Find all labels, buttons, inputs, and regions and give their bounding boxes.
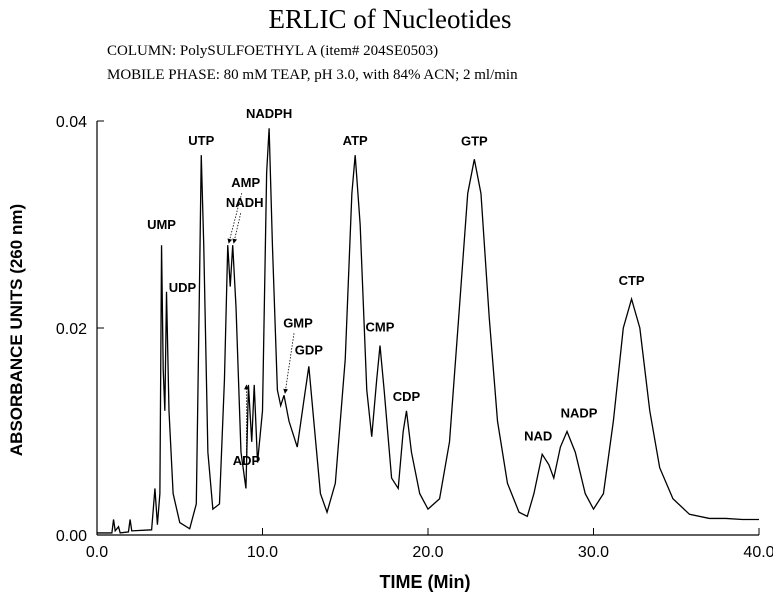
peak-label: NAD	[524, 428, 552, 443]
peak-label: CDP	[393, 389, 421, 404]
peak-label: UMP	[147, 217, 176, 232]
x-tick-label: 0.0	[86, 544, 108, 561]
peak-label: GMP	[283, 315, 313, 330]
peak-label: CMP	[366, 320, 395, 335]
x-tick-label: 20.0	[412, 544, 443, 561]
peak-label: CTP	[619, 273, 645, 288]
peak-label: UDP	[169, 280, 197, 295]
annotation-arrow	[283, 333, 295, 394]
y-axis-label: ABSORBANCE UNITS (260 nm)	[7, 204, 26, 456]
peak-label: NADPH	[246, 106, 292, 121]
subtitle: MOBILE PHASE: 80 mM TEAP, pH 3.0, with 8…	[107, 67, 518, 83]
peak-label: ATP	[343, 133, 368, 148]
annotation-arrow	[227, 193, 243, 244]
chart-title: ERLIC of Nucleotides	[269, 4, 512, 34]
x-tick-label: 10.0	[247, 544, 278, 561]
annotation-arrow	[232, 213, 242, 244]
y-tick-label: 0.02	[56, 321, 87, 338]
peak-label: GTP	[461, 133, 488, 148]
x-tick-label: 40.0	[743, 544, 773, 561]
peak-label: NADP	[561, 406, 598, 421]
subtitle: COLUMN: PolySULFOETHYL A (item# 204SE050…	[107, 43, 438, 59]
trace	[97, 128, 759, 534]
x-tick-label: 30.0	[578, 544, 609, 561]
peak-label: NADH	[226, 195, 264, 210]
x-axis-label: TIME (Min)	[380, 572, 471, 592]
peak-label: UTP	[188, 133, 214, 148]
peak-label: AMP	[231, 175, 260, 190]
y-tick-label: 0.00	[56, 528, 87, 545]
y-tick-label: 0.04	[56, 114, 87, 131]
peak-label: GDP	[295, 342, 324, 357]
